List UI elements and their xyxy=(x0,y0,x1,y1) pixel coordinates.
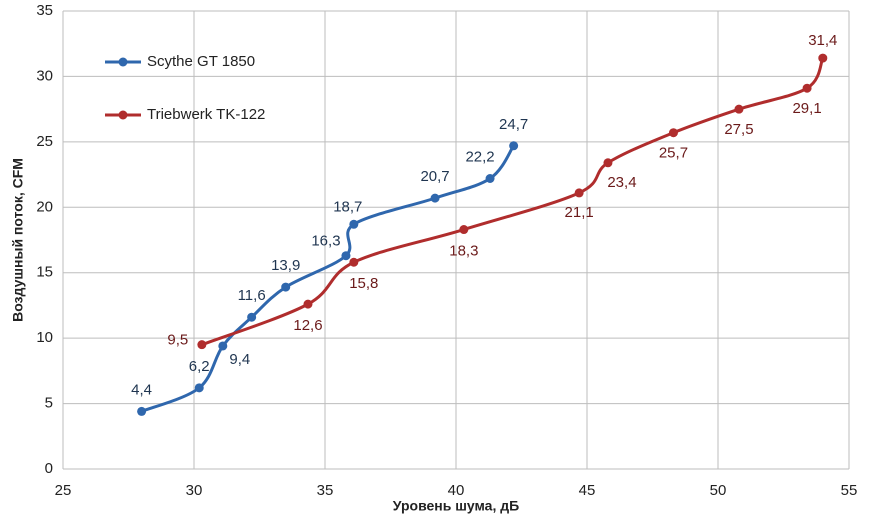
data-point xyxy=(194,383,204,393)
x-tick-label: 40 xyxy=(448,482,465,499)
data-point xyxy=(349,257,359,267)
data-label: 29,1 xyxy=(792,100,821,117)
x-tick-label: 25 xyxy=(55,482,72,499)
data-label: 9,4 xyxy=(229,351,250,368)
y-tick-label: 15 xyxy=(36,264,53,281)
data-point xyxy=(197,340,207,350)
data-point xyxy=(218,341,228,351)
data-point xyxy=(802,83,812,93)
y-tick-label: 25 xyxy=(36,133,53,150)
data-point xyxy=(430,193,440,203)
y-tick-label: 30 xyxy=(36,67,53,84)
data-point xyxy=(281,282,291,292)
series-line xyxy=(141,144,515,413)
data-point xyxy=(509,141,519,151)
data-point xyxy=(247,312,257,322)
data-label: 27,5 xyxy=(724,121,753,138)
y-tick-label: 20 xyxy=(36,198,53,215)
data-label: 15,8 xyxy=(349,275,378,292)
legend-label: Triebwerk TK-122 xyxy=(147,106,265,123)
series-line xyxy=(201,57,825,347)
x-axis-title: Уровень шума, дБ xyxy=(393,498,519,514)
y-tick-label: 0 xyxy=(45,460,53,477)
x-tick-label: 30 xyxy=(186,482,203,499)
data-label: 23,4 xyxy=(607,174,636,191)
data-label: 16,3 xyxy=(311,233,340,250)
y-tick-label: 5 xyxy=(45,395,53,412)
data-label: 25,7 xyxy=(659,145,688,162)
data-label: 21,1 xyxy=(565,204,594,221)
data-point xyxy=(349,219,359,229)
data-label: 9,5 xyxy=(167,332,188,349)
data-label: 24,7 xyxy=(499,116,528,133)
data-point xyxy=(303,299,313,309)
x-tick-label: 35 xyxy=(317,482,334,499)
data-label: 6,2 xyxy=(189,358,210,375)
legend-marker xyxy=(118,57,128,67)
data-label: 18,7 xyxy=(333,198,362,215)
data-point xyxy=(668,128,678,138)
data-point xyxy=(341,251,351,261)
data-point xyxy=(818,53,828,63)
legend-marker xyxy=(118,110,128,120)
data-point xyxy=(574,188,584,198)
data-label: 11,6 xyxy=(238,287,266,304)
y-tick-label: 10 xyxy=(36,329,53,346)
data-label: 12,6 xyxy=(293,317,322,334)
data-point xyxy=(459,225,469,235)
data-point xyxy=(485,173,495,183)
data-label: 4,4 xyxy=(131,381,152,398)
x-tick-label: 50 xyxy=(710,482,727,499)
x-tick-label: 45 xyxy=(579,482,596,499)
data-label: 13,9 xyxy=(271,257,300,274)
data-label: 18,3 xyxy=(449,243,478,260)
data-point xyxy=(734,104,744,114)
y-axis-title: Воздушный поток, CFM xyxy=(10,158,26,322)
data-label: 31,4 xyxy=(808,32,837,49)
legend-label: Scythe GT 1850 xyxy=(147,53,255,70)
x-tick-label: 55 xyxy=(841,482,858,499)
data-point xyxy=(603,158,613,168)
data-point xyxy=(137,406,147,416)
data-label: 22,2 xyxy=(465,148,494,165)
y-tick-label: 35 xyxy=(36,2,53,19)
data-label: 20,7 xyxy=(420,168,449,185)
